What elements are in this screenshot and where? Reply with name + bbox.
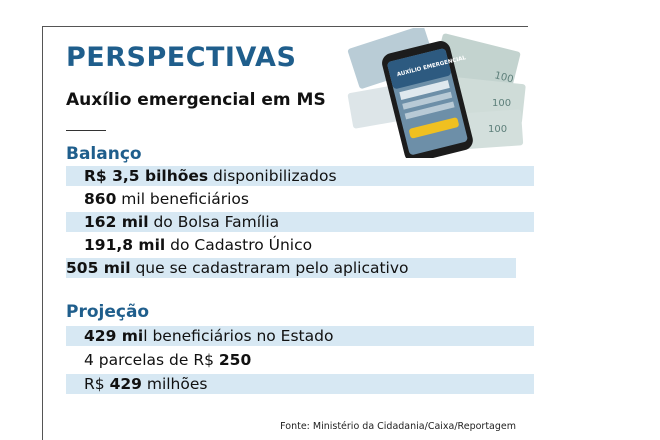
row-text: R$ — [84, 375, 110, 393]
row-value: 429 mi — [84, 327, 144, 345]
infographic-title: PERSPECTIVAS — [66, 42, 297, 73]
frame-left-border — [42, 26, 43, 440]
smartphone: AUXÍLIO EMERGENCIAL — [382, 41, 473, 158]
balanco-row: 860 mil beneficiários — [66, 189, 534, 209]
title-divider — [66, 130, 106, 131]
row-value: 191,8 mil — [84, 236, 166, 254]
row-text: que se cadastraram pelo aplicativo — [130, 259, 409, 277]
row-text: do Cadastro Único — [165, 236, 313, 254]
projecao-row: 4 parcelas de R$ 250 — [66, 350, 534, 370]
frame-top-border — [42, 26, 528, 27]
row-value: 860 — [84, 190, 117, 208]
note-value-label: 100 — [488, 124, 507, 135]
infographic-subtitle: Auxílio emergencial em MS — [66, 90, 326, 110]
row-value: 162 mil — [84, 213, 149, 231]
note-value-label: 100 — [493, 70, 514, 85]
balanco-row: 191,8 mil do Cadastro Único — [66, 235, 534, 255]
row-text: 4 parcelas de R$ — [84, 351, 219, 369]
source-credit: Fonte: Ministério da Cidadania/Caixa/Rep… — [280, 421, 516, 432]
row-value: 250 — [218, 351, 252, 369]
section-heading-balanco: Balanço — [66, 144, 142, 164]
row-text: mil beneficiários — [116, 190, 249, 208]
projecao-row: R$ 429 milhões — [66, 374, 534, 394]
note-value-label: 100 — [492, 98, 511, 109]
row-text: l beneficiários no Estado — [143, 327, 334, 345]
row-value: R$ 3,5 bilhões — [84, 167, 209, 185]
balanco-row: R$ 3,5 bilhões disponibilizados — [66, 166, 534, 186]
balanco-row: 162 mil do Bolsa Família — [66, 212, 534, 232]
row-text: do Bolsa Família — [148, 213, 280, 231]
row-text: disponibilizados — [208, 167, 337, 185]
projecao-row: 429 mil beneficiários no Estado — [66, 326, 534, 346]
phone-with-money-icon: 100 100 100 AUXÍLIO EMERGENCIAL — [347, 28, 526, 158]
section-heading-projecao: Projeção — [66, 302, 150, 322]
row-text: milhões — [141, 375, 208, 393]
row-value: 505 mil — [66, 259, 131, 277]
balanco-row: 505 mil que se cadastraram pelo aplicati… — [66, 258, 516, 278]
row-value: 429 — [109, 375, 142, 393]
